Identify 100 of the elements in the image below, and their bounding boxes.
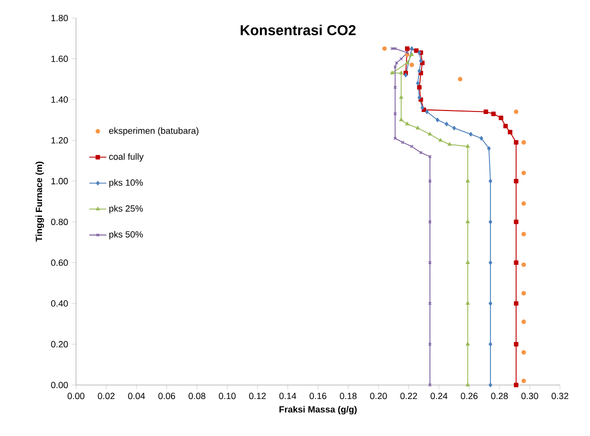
y-tick-label: 0.60 (51, 259, 68, 266)
x-tick-label: 0.14 (279, 392, 296, 400)
point (399, 70, 404, 74)
x-tick-label: 0.24 (430, 392, 448, 400)
point (420, 105, 424, 110)
point (487, 146, 491, 151)
point (410, 52, 414, 56)
point (416, 81, 420, 86)
point (488, 260, 492, 265)
point (405, 60, 410, 64)
point (488, 342, 492, 346)
point (438, 138, 443, 142)
x-tick-label: 0.18 (340, 392, 357, 400)
point (491, 112, 496, 116)
y-tick-label: 1.80 (51, 14, 68, 22)
point (416, 126, 420, 130)
y-tick-label: 1.40 (51, 96, 68, 103)
point (390, 70, 394, 74)
point (521, 262, 526, 267)
point (466, 144, 470, 148)
point (484, 110, 488, 114)
x-tick-label: 0.16 (310, 392, 326, 400)
point (458, 76, 462, 82)
point (428, 132, 432, 136)
point (425, 110, 429, 114)
y-tick-label: 0.20 (51, 341, 68, 348)
point (466, 342, 470, 346)
point (514, 260, 518, 265)
point (417, 85, 422, 90)
point (521, 320, 526, 324)
x-tick-label: 0.22 (400, 392, 418, 400)
point (488, 382, 492, 388)
x-tick-label: 0.06 (158, 392, 176, 400)
point (406, 50, 409, 54)
point (521, 140, 526, 145)
y-axis-title: Tinggi Furnace (m) (36, 162, 44, 242)
x-tick-label: 0.12 (249, 392, 266, 400)
x-tick-label: 0.08 (188, 392, 206, 400)
y-tick-label: 0.40 (51, 300, 68, 307)
x-tick-label: 0.32 (552, 392, 568, 400)
point (514, 382, 518, 388)
point (382, 46, 387, 51)
point (436, 118, 440, 122)
point (399, 57, 403, 60)
x-tick-label: 0.00 (68, 392, 84, 400)
point (488, 178, 492, 184)
point (448, 142, 452, 146)
x-tick-label: 0.04 (128, 392, 145, 400)
legend-label: pks 10% (109, 179, 143, 188)
point (488, 301, 492, 306)
point (521, 378, 526, 384)
point (521, 232, 526, 236)
point (498, 116, 504, 120)
chart-title: Konsentrasi CO2 (240, 24, 356, 36)
point (514, 140, 518, 145)
point (480, 136, 484, 141)
point (521, 170, 526, 176)
point (466, 178, 470, 182)
point (466, 301, 470, 305)
x-tick-label: 0.20 (370, 392, 387, 400)
y-tick-label: 1.20 (51, 137, 68, 144)
point (503, 124, 508, 128)
point (414, 48, 419, 53)
x-tick-label: 0.28 (491, 392, 508, 400)
point (399, 118, 404, 122)
legend-label: pks 50% (109, 230, 143, 240)
point (466, 260, 470, 264)
point (521, 350, 526, 355)
point (514, 220, 518, 224)
point (452, 126, 456, 130)
x-tick-label: 0.02 (98, 392, 115, 400)
point (514, 301, 518, 306)
point (410, 62, 414, 68)
point (514, 342, 518, 346)
x-axis-title: Fraksi Massa (g/g) (279, 406, 357, 414)
point (410, 46, 414, 51)
point (444, 122, 448, 126)
point (514, 178, 518, 184)
legend-label: pks 25% (109, 205, 143, 214)
point (428, 302, 432, 306)
point (508, 130, 512, 134)
y-tick-label: 1.00 (51, 178, 68, 184)
legend-label: eksperimen (batubara) (109, 127, 198, 136)
point (468, 132, 473, 136)
x-tick-label: 0.10 (218, 392, 236, 400)
point (404, 46, 410, 51)
x-tick-label: 0.26 (460, 392, 478, 400)
point (521, 291, 526, 296)
point (466, 382, 470, 386)
x-tick-label: 0.30 (521, 392, 538, 400)
point (466, 220, 470, 224)
point (405, 122, 410, 126)
point (521, 201, 526, 206)
y-tick-label: 1.60 (51, 56, 68, 62)
legend-label: coal fully (109, 153, 144, 162)
point (514, 110, 518, 114)
y-tick-label: 0.80 (51, 218, 68, 226)
point (488, 220, 492, 224)
point (399, 95, 404, 99)
y-tick-label: 0.00 (51, 382, 68, 388)
